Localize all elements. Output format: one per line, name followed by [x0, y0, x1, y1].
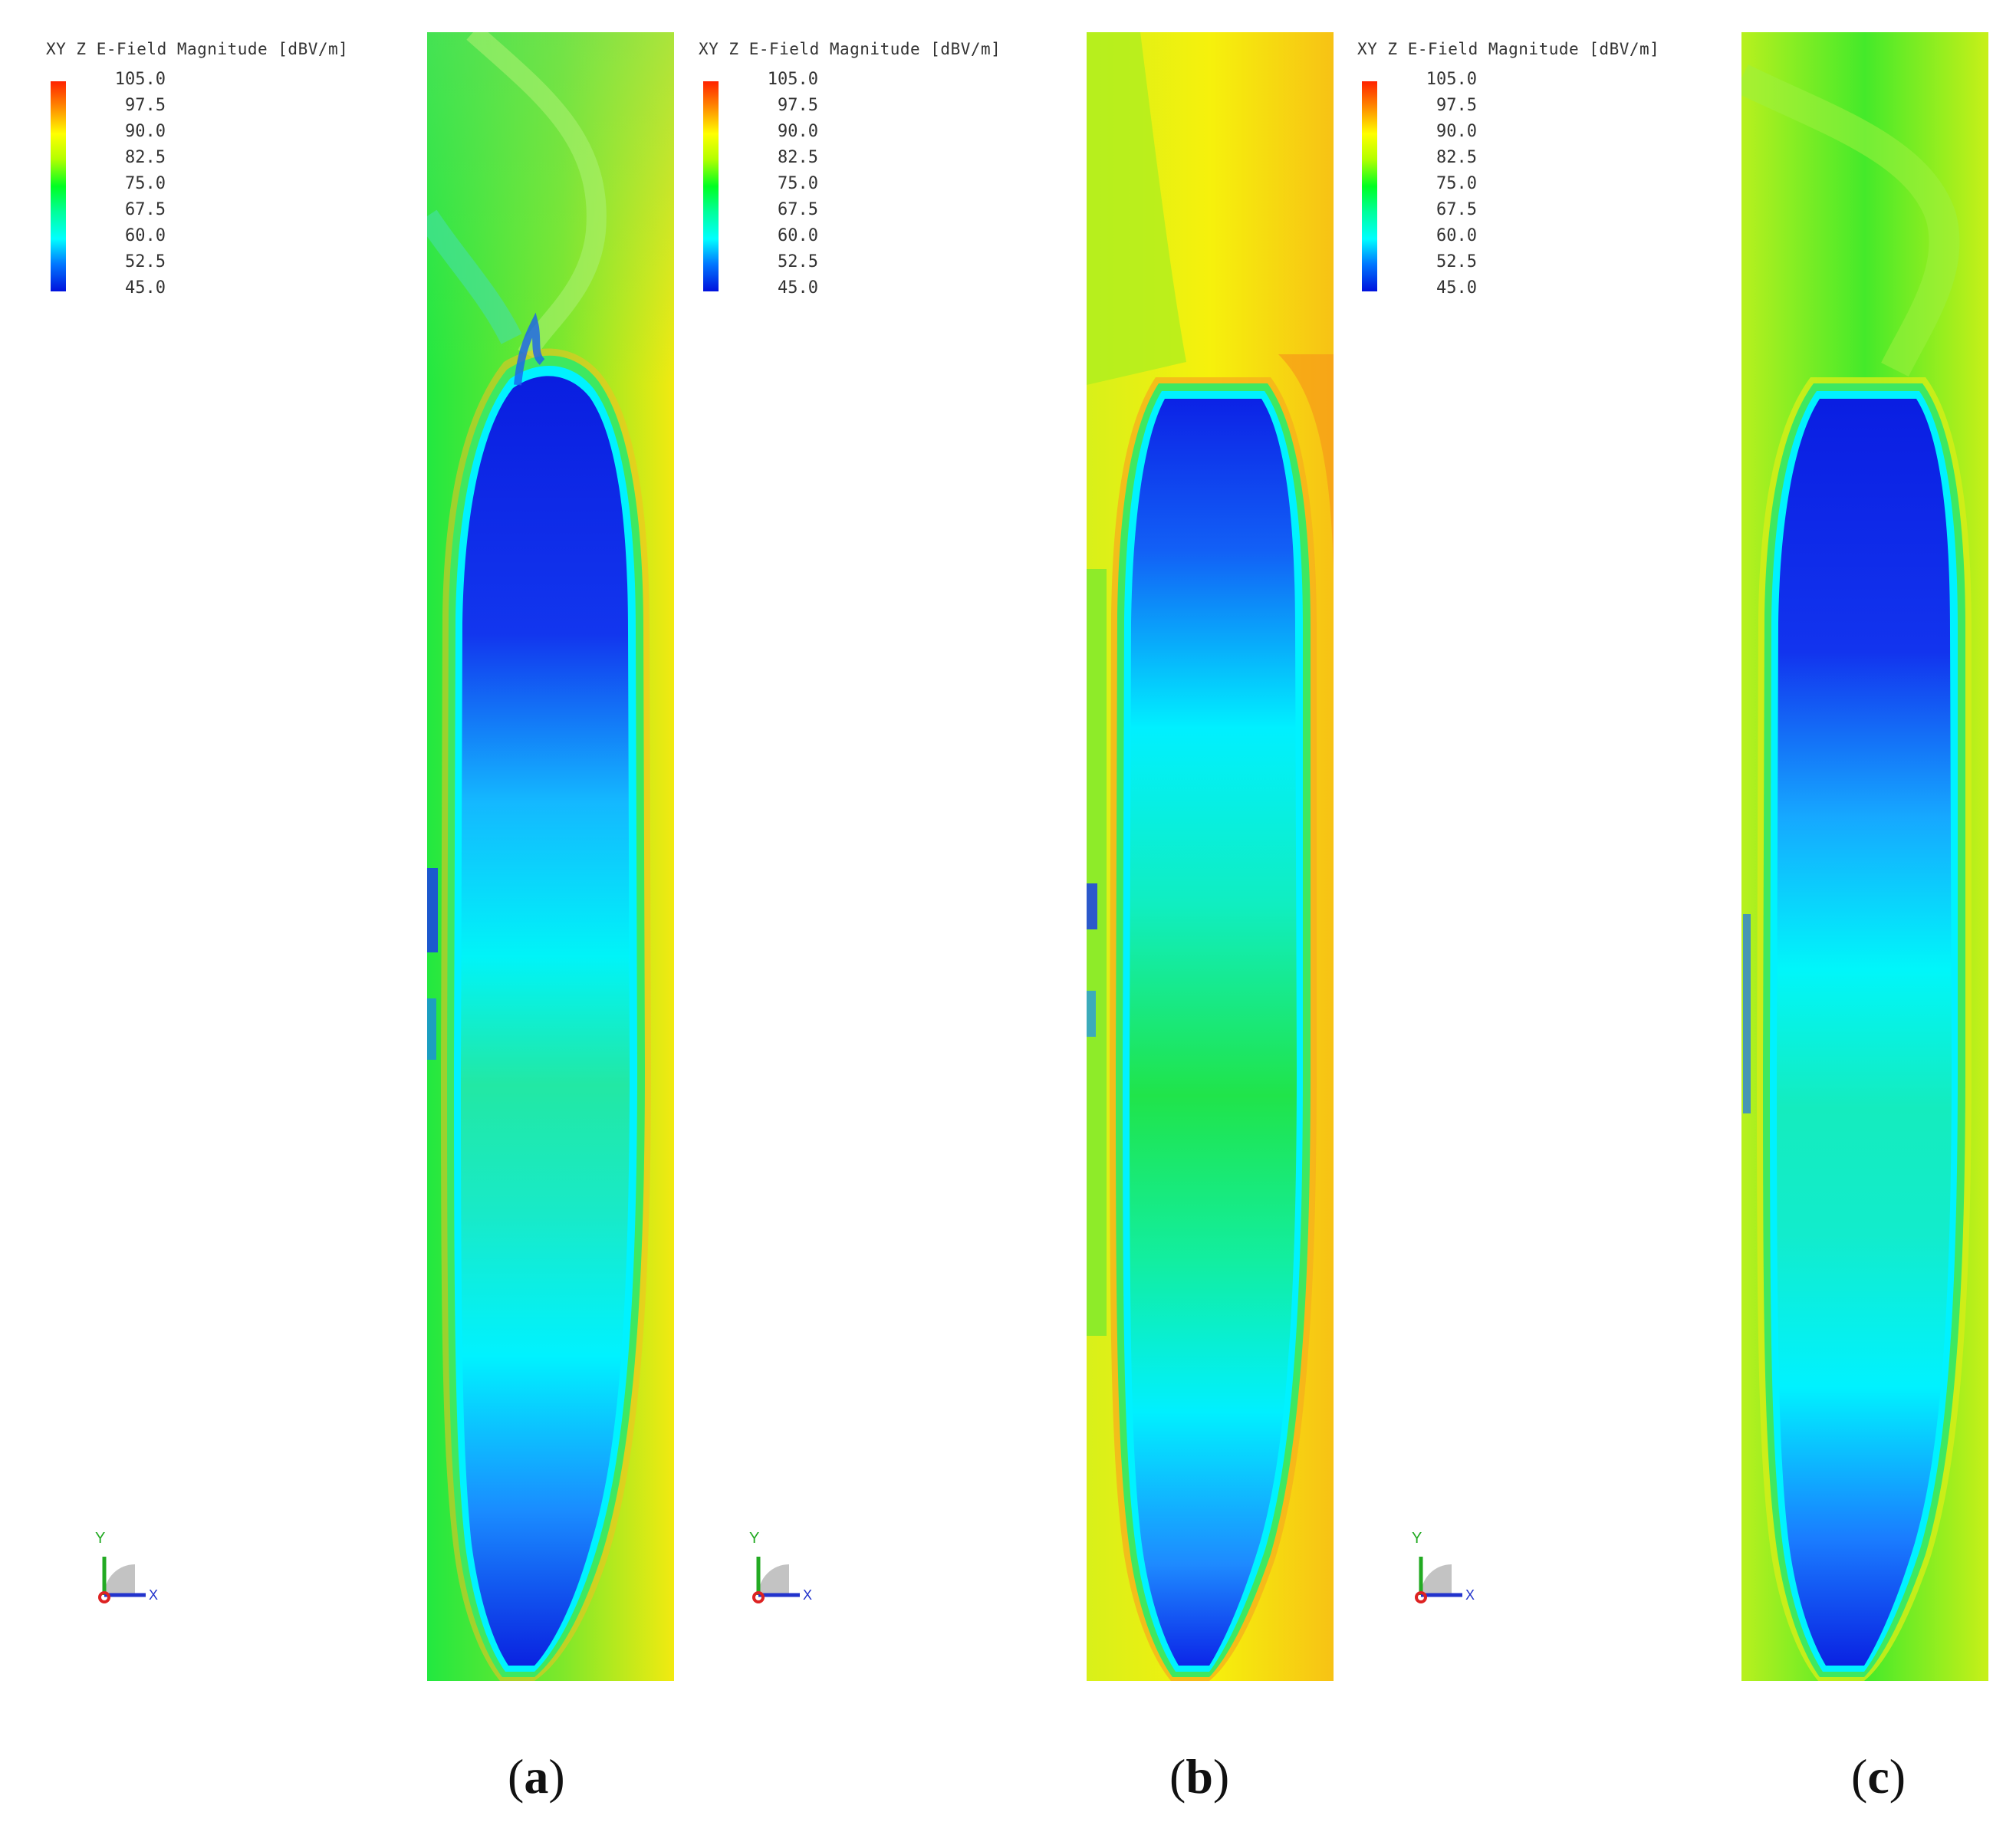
axis-triad: X Y	[738, 1526, 815, 1618]
axis-y-label: Y	[749, 1530, 759, 1547]
legend-tick: 82.5	[1436, 148, 1477, 167]
legend-tick: 60.0	[125, 226, 166, 245]
axis-x-label: X	[149, 1587, 158, 1603]
legend-title: XY Z E-Field Magnitude [dBV/m]	[1357, 40, 1660, 58]
legend-tick: 97.5	[778, 96, 818, 115]
legend-tick: 45.0	[125, 278, 166, 298]
legend-tick: 105.0	[114, 70, 166, 89]
legend-colorbar	[703, 81, 719, 291]
legend-tick: 105.0	[767, 70, 818, 89]
legend-tick: 60.0	[778, 226, 818, 245]
legend-tick: 67.5	[125, 200, 166, 219]
legend-tick: 52.5	[125, 252, 166, 271]
legend-tick: 45.0	[1436, 278, 1477, 298]
legend-tick: 105.0	[1426, 70, 1477, 89]
panel-label-c: (c)	[1851, 1749, 1906, 1804]
legend-tick: 90.0	[778, 122, 818, 141]
legend-tick: 97.5	[125, 96, 166, 115]
field-map-b	[1087, 32, 1334, 1681]
legend-tick: 52.5	[778, 252, 818, 271]
legend-tick: 75.0	[1436, 174, 1477, 193]
axis-y-label: Y	[95, 1530, 105, 1547]
legend-tick: 82.5	[778, 148, 818, 167]
legend-tick: 82.5	[125, 148, 166, 167]
axis-x-label: X	[1465, 1587, 1475, 1603]
legend-colorbar	[51, 81, 66, 291]
axis-triad: X Y	[1401, 1526, 1478, 1618]
panel-c: XY Z E-Field Magnitude [dBV/m] 105.0 97.…	[1338, 0, 2016, 1822]
legend-tick: 67.5	[778, 200, 818, 219]
legend-tick: 90.0	[125, 122, 166, 141]
legend-tick: 67.5	[1436, 200, 1477, 219]
legend-tick: 75.0	[778, 174, 818, 193]
field-map-c	[1741, 32, 1988, 1681]
axis-triad: X Y	[84, 1526, 161, 1618]
field-map-a	[427, 32, 674, 1681]
legend-tick: 45.0	[778, 278, 818, 298]
axis-y-label: Y	[1412, 1530, 1422, 1547]
legend-title: XY Z E-Field Magnitude [dBV/m]	[46, 40, 349, 58]
panel-label-b: (b)	[1169, 1749, 1230, 1804]
panel-b: XY Z E-Field Magnitude [dBV/m] 105.0 97.…	[679, 0, 1338, 1822]
legend-ticks: 105.0 97.5 90.0 82.5 75.0 67.5 60.0 52.5…	[726, 71, 818, 301]
panel-a: XY Z E-Field Magnitude [dBV/m] 105.0 97.…	[0, 0, 679, 1822]
legend-tick: 97.5	[1436, 96, 1477, 115]
legend-tick: 52.5	[1436, 252, 1477, 271]
legend-tick: 75.0	[125, 174, 166, 193]
panel-label-a: (a)	[508, 1749, 565, 1804]
legend-ticks: 105.0 97.5 90.0 82.5 75.0 67.5 60.0 52.5…	[1385, 71, 1477, 301]
legend-title: XY Z E-Field Magnitude [dBV/m]	[699, 40, 1001, 58]
axis-x-label: X	[803, 1587, 812, 1603]
legend-ticks: 105.0 97.5 90.0 82.5 75.0 67.5 60.0 52.5…	[74, 71, 166, 301]
legend-tick: 90.0	[1436, 122, 1477, 141]
legend-tick: 60.0	[1436, 226, 1477, 245]
legend-colorbar	[1362, 81, 1377, 291]
